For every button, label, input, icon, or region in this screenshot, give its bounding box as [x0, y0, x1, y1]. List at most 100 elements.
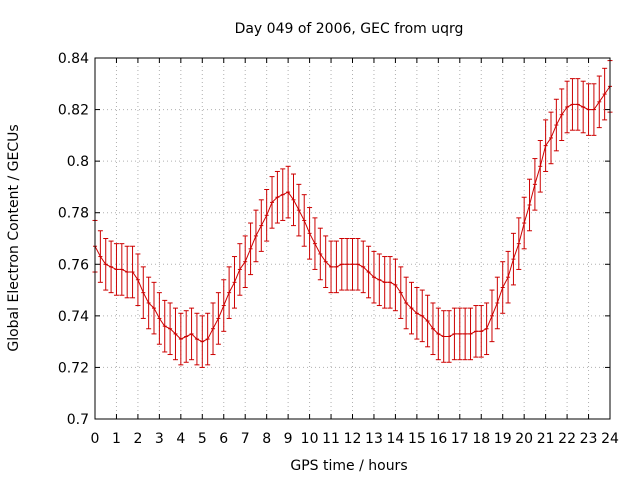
- error-bar: [226, 266, 232, 319]
- error-bar: [274, 170, 280, 224]
- x-tick-label: 20: [515, 431, 533, 447]
- y-tick-label: 0.8: [67, 154, 89, 170]
- error-bar: [494, 276, 500, 330]
- plot-frame: [94, 57, 611, 420]
- error-bar: [119, 243, 125, 296]
- x-tick-label: 0: [91, 431, 100, 447]
- y-tick-label: 0.76: [58, 257, 89, 273]
- error-bar: [441, 310, 447, 363]
- y-tick-label: 0.82: [58, 103, 89, 119]
- error-bar: [382, 256, 388, 309]
- error-bar: [527, 178, 533, 232]
- x-tick-label: 3: [155, 431, 164, 447]
- x-tick-label: 22: [558, 431, 576, 447]
- error-bar: [323, 235, 329, 288]
- y-tick-label: 0.74: [58, 309, 89, 325]
- x-tick-label: 14: [387, 431, 405, 447]
- error-bar: [199, 315, 205, 368]
- error-bar: [205, 312, 211, 366]
- error-bar: [403, 276, 409, 330]
- error-bar: [194, 312, 200, 366]
- x-tick-label: 13: [365, 431, 383, 447]
- error-bar: [596, 75, 602, 129]
- error-bar: [425, 294, 431, 348]
- y-tick-label: 0.78: [58, 206, 89, 222]
- error-bar: [280, 168, 286, 221]
- error-bar: [510, 232, 516, 286]
- error-bar: [113, 243, 119, 296]
- error-bar: [328, 240, 334, 294]
- error-bar: [140, 266, 146, 319]
- error-bar: [172, 307, 178, 361]
- x-tick-label: 2: [133, 431, 142, 447]
- error-bar: [484, 302, 490, 356]
- x-tick-label: 7: [241, 431, 250, 447]
- error-bar: [451, 307, 457, 361]
- y-axis-label: Global Electron Content / GECUs: [6, 124, 22, 351]
- error-bar: [462, 307, 468, 361]
- error-bar: [478, 305, 484, 358]
- x-tick-label: 21: [537, 431, 555, 447]
- error-bar: [376, 253, 382, 307]
- error-bar: [242, 235, 248, 288]
- error-bar: [97, 230, 103, 283]
- error-bar: [409, 281, 415, 335]
- error-bar: [269, 176, 275, 229]
- error-bar: [135, 253, 141, 307]
- x-tick-label: 11: [322, 431, 340, 447]
- x-tick-label: 6: [219, 431, 228, 447]
- error-bar: [575, 78, 581, 131]
- x-tick-label: 17: [451, 431, 469, 447]
- x-tick-label: 4: [176, 431, 185, 447]
- error-bar: [215, 292, 221, 345]
- error-bar: [221, 279, 227, 332]
- error-bar: [366, 245, 372, 299]
- error-bar: [178, 312, 184, 366]
- error-bar: [333, 240, 339, 294]
- error-bar: [167, 302, 173, 356]
- error-bar: [285, 165, 291, 219]
- error-bar: [457, 307, 463, 361]
- error-bar: [430, 302, 436, 356]
- x-tick-label: 23: [580, 431, 598, 447]
- error-bar: [253, 209, 259, 263]
- error-bar: [146, 276, 152, 330]
- axis-ticks: 0 1 2 3 4 5 6 7 8 9 10 11 12 13 14 15 16 17 18 19 20 21 22 23 24…: [58, 51, 619, 447]
- error-bar: [446, 310, 452, 363]
- error-bar: [580, 80, 586, 134]
- error-bar: [355, 238, 361, 291]
- error-bar: [307, 207, 313, 260]
- error-bar: [103, 238, 109, 291]
- error-bar: [419, 289, 425, 343]
- error-bar: [162, 299, 168, 353]
- error-bar: [516, 217, 522, 270]
- error-bar: [189, 307, 195, 361]
- x-tick-label: 10: [301, 431, 319, 447]
- error-bar: [108, 240, 114, 294]
- error-bar: [290, 173, 296, 227]
- error-bar: [586, 83, 592, 136]
- data-layer: [92, 60, 613, 368]
- error-bar: [553, 98, 559, 152]
- error-bar: [264, 189, 270, 242]
- x-tick-label: 1: [112, 431, 121, 447]
- chart-title: Day 049 of 2006, GEC from uqrg: [235, 21, 464, 37]
- error-bar: [392, 258, 398, 312]
- error-bar: [344, 238, 350, 291]
- x-tick-label: 16: [429, 431, 447, 447]
- error-bar: [258, 199, 264, 252]
- error-bar: [248, 222, 254, 276]
- error-bar: [569, 78, 575, 131]
- error-bar: [350, 238, 355, 291]
- error-bar: [543, 119, 549, 172]
- error-bar: [387, 256, 393, 309]
- x-tick-label: 12: [344, 431, 362, 447]
- error-bar: [210, 302, 216, 356]
- x-tick-label: 15: [408, 431, 426, 447]
- error-bar: [317, 227, 323, 281]
- error-bar: [296, 183, 302, 237]
- x-tick-label: 5: [198, 431, 207, 447]
- error-bar: [183, 310, 189, 363]
- error-bar: [532, 158, 538, 211]
